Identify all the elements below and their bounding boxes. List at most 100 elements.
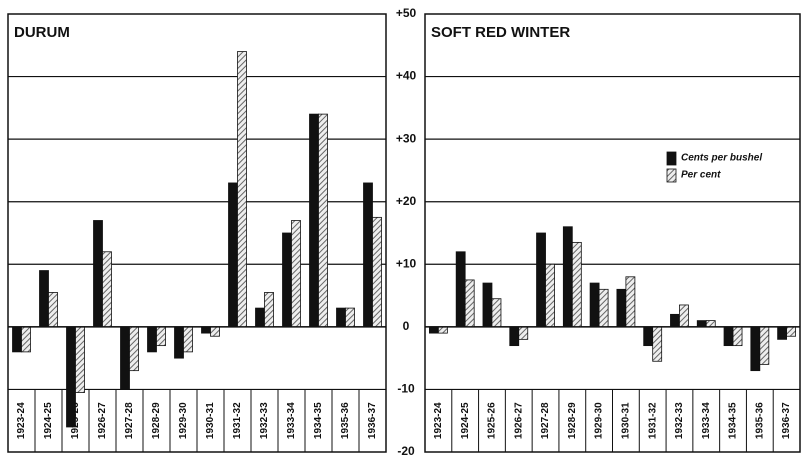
legend-swatch <box>666 151 677 166</box>
y-tick-label: -20 <box>397 444 415 456</box>
bar <box>589 282 600 328</box>
bar <box>598 288 609 328</box>
x-tick-label: 1929-30 <box>594 402 605 439</box>
bar <box>372 216 382 328</box>
y-tick-label: 0 <box>403 319 410 333</box>
bar <box>201 326 211 334</box>
x-tick-label: 1930-31 <box>621 402 632 439</box>
bar <box>309 113 319 328</box>
legend-label: Per cent <box>681 170 721 181</box>
bar <box>571 241 582 328</box>
panel-frame <box>7 13 387 453</box>
x-tick-label: 1933-34 <box>286 402 297 439</box>
y-tick-label: +40 <box>396 69 417 83</box>
x-tick-label: 1928-29 <box>151 402 162 439</box>
bar <box>66 326 76 428</box>
x-tick-label: 1923-24 <box>16 402 27 439</box>
bar <box>102 251 112 328</box>
bar <box>455 251 466 328</box>
bar <box>75 326 85 393</box>
y-tick-label: -10 <box>397 382 415 396</box>
bar <box>759 326 770 365</box>
bar <box>679 304 689 328</box>
bar <box>428 326 439 334</box>
x-tick-label: 1933-34 <box>701 402 712 439</box>
x-tick-label: 1928-29 <box>567 402 578 439</box>
x-tick-label: 1931-32 <box>232 402 243 439</box>
bar <box>255 307 265 328</box>
bar <box>264 292 274 328</box>
bar <box>291 220 301 328</box>
bar <box>363 182 373 328</box>
bar <box>437 326 448 334</box>
x-tick-label: 1923-24 <box>433 402 444 439</box>
y-tick-label: +10 <box>396 256 417 270</box>
x-tick-label: 1935-36 <box>754 402 765 439</box>
bar <box>625 276 636 328</box>
legend-swatch <box>666 168 677 183</box>
bar <box>670 313 680 328</box>
bar <box>696 320 707 328</box>
bar <box>750 326 761 372</box>
x-tick-label: 1935-36 <box>340 402 351 439</box>
bar <box>616 288 627 328</box>
bar <box>120 326 130 390</box>
bar <box>147 326 157 353</box>
bar <box>183 326 193 353</box>
x-tick-label: 1926-27 <box>97 402 108 439</box>
y-tick-label: +20 <box>396 194 417 208</box>
bar <box>491 298 502 328</box>
bar <box>228 182 238 328</box>
panel-frame <box>424 13 801 453</box>
legend-label: Cents per bushel <box>681 153 762 164</box>
bar <box>786 326 797 337</box>
bar <box>48 292 58 328</box>
bar <box>156 326 166 347</box>
bar <box>723 326 734 347</box>
bar <box>509 326 520 347</box>
x-tick-label: 1924-25 <box>460 402 471 439</box>
x-tick-label: 1936-37 <box>781 402 792 439</box>
bar <box>237 51 247 328</box>
bar <box>93 220 103 328</box>
bar <box>705 320 716 328</box>
x-tick-label: 1930-31 <box>205 402 216 439</box>
x-tick-label: 1934-35 <box>728 402 739 439</box>
bar <box>777 326 788 340</box>
x-tick-label: 1936-37 <box>367 402 378 439</box>
x-tick-label: 1926-27 <box>513 402 524 439</box>
bar <box>464 279 475 328</box>
x-tick-label: 1932-33 <box>259 402 270 439</box>
x-tick-label: 1927-28 <box>540 402 551 439</box>
x-tick-label: 1927-28 <box>124 402 135 439</box>
bar <box>318 113 328 328</box>
bar <box>39 270 49 328</box>
bar <box>174 326 184 359</box>
y-tick-label: +50 <box>396 6 417 20</box>
bar <box>652 326 663 362</box>
bar <box>129 326 139 372</box>
bar <box>482 282 493 328</box>
bar <box>345 307 355 328</box>
bar <box>562 226 573 328</box>
x-tick-label: 1929-30 <box>178 402 189 439</box>
bar <box>732 326 743 347</box>
bar <box>21 326 31 353</box>
x-tick-label: 1924-25 <box>43 402 54 439</box>
bar <box>12 326 22 353</box>
panel-title: DURUM <box>14 24 70 41</box>
bar <box>536 232 546 328</box>
panel-title: SOFT RED WINTER <box>431 24 570 41</box>
bar <box>336 307 346 328</box>
bar <box>545 263 555 328</box>
x-tick-label: 1934-35 <box>313 402 324 439</box>
bar <box>282 232 292 328</box>
y-tick-label: +30 <box>396 131 417 145</box>
bar <box>518 326 529 340</box>
x-tick-label: 1932-33 <box>674 402 685 439</box>
x-tick-label: 1931-32 <box>647 402 658 439</box>
x-tick-label: 1925-26 <box>487 402 498 439</box>
bar <box>643 326 654 347</box>
bar <box>210 326 220 337</box>
